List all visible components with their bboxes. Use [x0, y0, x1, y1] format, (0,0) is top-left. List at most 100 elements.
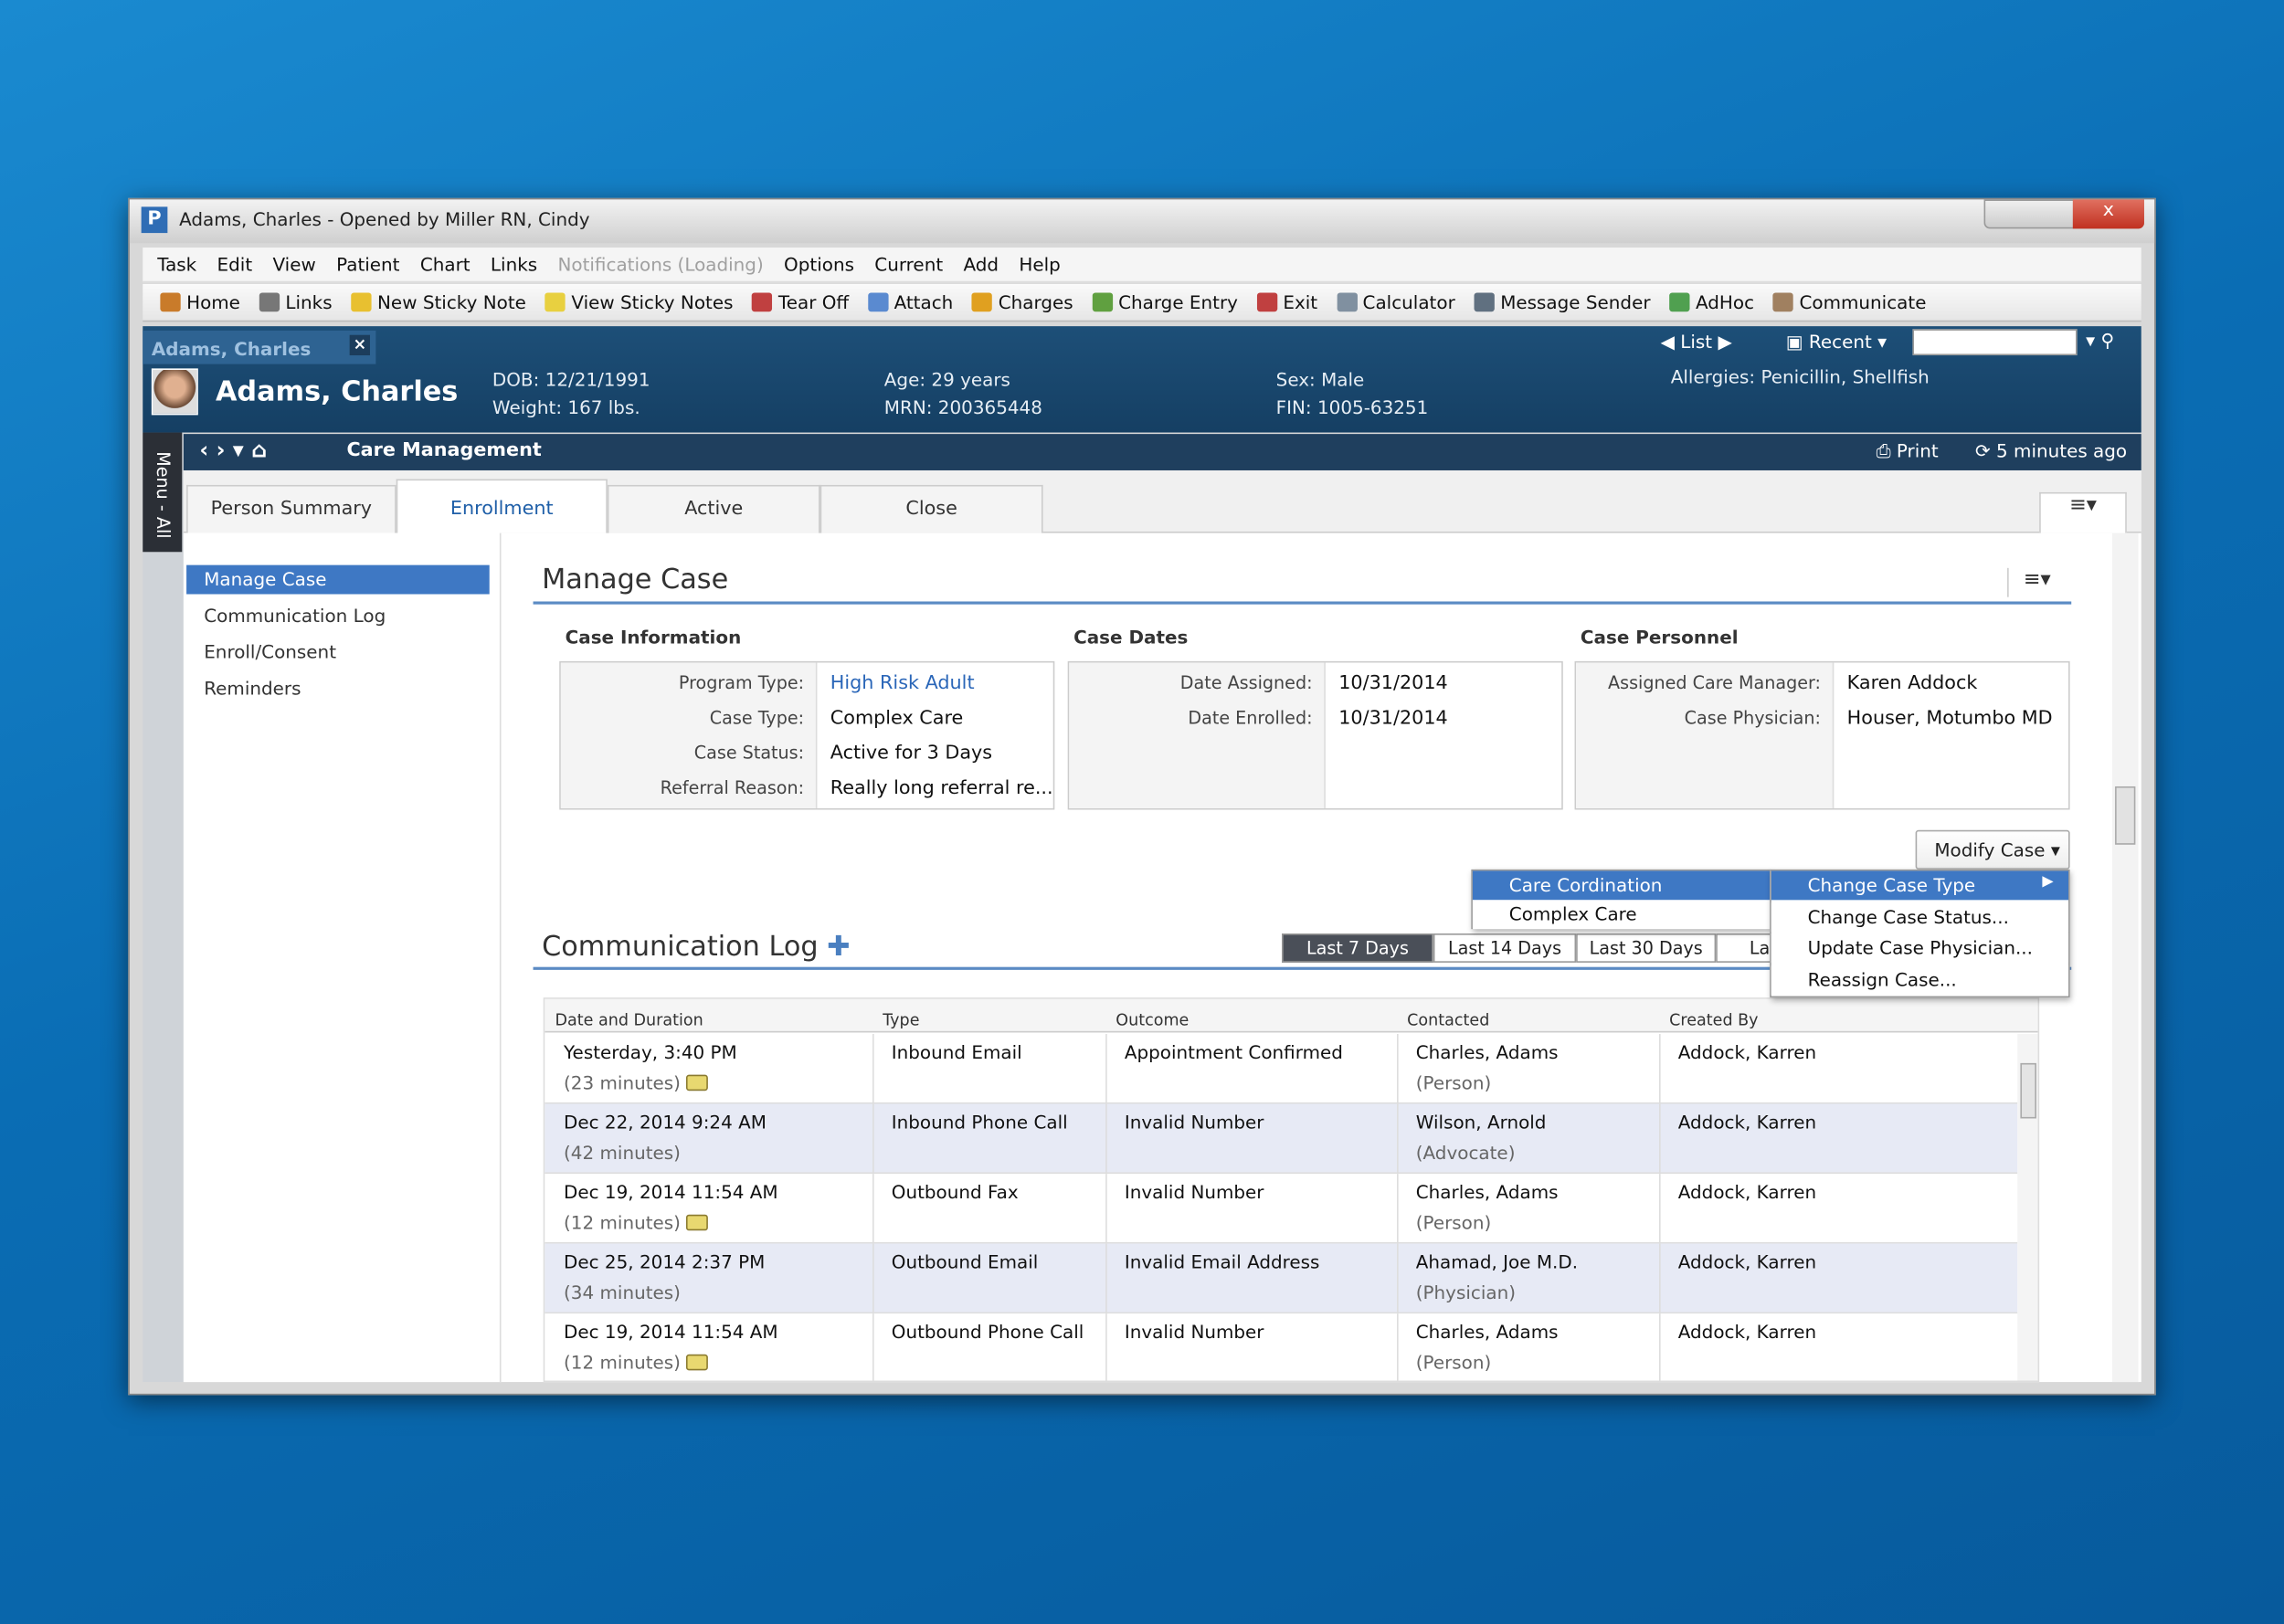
cell-created-by: Addock, Karren — [1677, 1181, 1817, 1203]
dropdown-item[interactable]: Change Case Status... — [1771, 902, 2069, 932]
scrollbar[interactable] — [2111, 533, 2139, 1383]
column-divider — [1105, 1174, 1107, 1244]
toolbar-button[interactable]: Attach — [867, 291, 953, 313]
search-icon[interactable]: ▾ ⚲ — [2086, 329, 2115, 352]
tab[interactable]: Close — [819, 484, 1043, 533]
table-row[interactable] — [545, 1174, 2018, 1244]
menu-item[interactable]: Current — [874, 253, 944, 276]
field-value: 10/31/2014 — [1338, 707, 1448, 730]
toolbar-button[interactable]: New Sticky Note — [351, 291, 526, 313]
menu-item[interactable]: Links — [490, 253, 538, 276]
submenu-item[interactable]: Complex Care — [1472, 900, 1771, 930]
close-button[interactable]: x — [2072, 199, 2144, 229]
sidebar-item[interactable]: Manage Case — [186, 564, 490, 595]
cell-date: Dec 22, 2014 9:24 AM — [564, 1111, 767, 1134]
toolbar-button[interactable]: Tear Off — [752, 291, 849, 313]
field-value: 10/31/2014 — [1338, 672, 1448, 695]
toolbar-button[interactable]: Home — [160, 291, 240, 313]
add-icon[interactable]: ✚ — [827, 930, 851, 963]
toolbar-button[interactable]: Communicate — [1772, 291, 1926, 313]
patient-area — [143, 326, 2141, 433]
cell-outcome: Appointment Confirmed — [1124, 1040, 1343, 1063]
toolbar-button[interactable]: Charges — [972, 291, 1073, 313]
table-row[interactable] — [545, 1243, 2018, 1314]
field-value[interactable]: High Risk Adult — [830, 672, 975, 695]
refresh-status[interactable]: ⟳ 5 minutes ago — [1974, 439, 2128, 462]
column-header[interactable]: Outcome — [1116, 1010, 1190, 1030]
column-divider — [1397, 1174, 1399, 1244]
filter-button[interactable]: Last 7 Days — [1282, 933, 1433, 963]
column-header[interactable]: Contacted — [1407, 1010, 1490, 1030]
table-row[interactable] — [545, 1313, 2018, 1381]
title-bar — [129, 199, 2155, 244]
search-box[interactable] — [1912, 329, 2078, 356]
menu-item[interactable]: View — [272, 253, 316, 276]
menu-item[interactable]: Notifications (Loading) — [557, 253, 764, 276]
patient-name: Adams, Charles — [215, 375, 459, 408]
table-row[interactable] — [545, 1034, 2018, 1104]
cell-role: (Physician) — [1415, 1281, 1517, 1303]
field-label: Date Enrolled: — [1188, 707, 1313, 729]
tab[interactable]: Person Summary — [186, 484, 397, 533]
toolbar-button[interactable]: Message Sender — [1474, 291, 1651, 313]
print-label: Print — [1896, 439, 1939, 462]
column-divider — [1105, 1103, 1107, 1175]
sidebar-item[interactable]: Enroll/Consent — [204, 640, 337, 663]
menu-item[interactable]: Add — [963, 253, 999, 276]
dropdown-item[interactable]: Reassign Case... — [1771, 965, 2069, 995]
section-menu[interactable]: ≡▾ — [2007, 567, 2066, 597]
section-heading: Case Personnel — [1580, 626, 1739, 649]
print-button[interactable]: ⎙ Print — [1876, 439, 1939, 462]
tab-row: Person Summary Enrollment Active Close — [183, 469, 2141, 533]
toolbar-icon — [752, 292, 773, 312]
table-scrollbar[interactable] — [2017, 1034, 2038, 1381]
patient-photo — [151, 368, 198, 416]
page-header — [183, 434, 2141, 470]
side-menu-strip[interactable] — [143, 432, 184, 1383]
tab[interactable]: Active — [607, 484, 820, 533]
sidebar-item[interactable]: Communication Log — [204, 604, 386, 627]
sidebar-item[interactable]: Reminders — [204, 677, 301, 700]
table-scroll-thumb[interactable] — [2020, 1062, 2036, 1119]
filter-button[interactable]: Last 14 Days — [1433, 933, 1577, 963]
dropdown-item[interactable]: Update Case Physician... — [1771, 933, 2069, 963]
comm-log-title-text: Communication Log — [542, 930, 819, 963]
menu-item[interactable]: Patient — [336, 253, 400, 276]
allergies: Allergies: Penicillin, Shellfish — [1670, 365, 1930, 388]
menu-item[interactable]: Edit — [217, 253, 253, 276]
menu-item[interactable]: Chart — [419, 253, 471, 276]
table-row[interactable] — [545, 1103, 2018, 1175]
filter-button[interactable]: Last 30 Days — [1576, 933, 1717, 963]
toolbar-button[interactable]: View Sticky Notes — [545, 291, 734, 313]
dropdown-item[interactable]: Change Case Type — [1771, 870, 2069, 901]
column-divider — [872, 1313, 874, 1381]
cell-created-by: Addock, Karren — [1677, 1250, 1817, 1273]
nav-recent[interactable]: ▣ Recent ▾ — [1785, 330, 1887, 353]
menu-item[interactable]: Task — [157, 253, 197, 276]
nav-list[interactable]: ◀ List ▶ — [1660, 330, 1732, 353]
label-column — [560, 662, 818, 808]
tab-close[interactable]: × — [349, 334, 370, 356]
comm-log-rule — [533, 966, 2072, 970]
side-menu-tab[interactable] — [143, 432, 183, 553]
tab-menu[interactable]: ≡▾ — [2039, 491, 2127, 533]
tab[interactable]: Enrollment — [396, 479, 608, 533]
patient-tab[interactable]: Adams, Charles × — [143, 330, 376, 364]
menu-item[interactable]: Help — [1019, 253, 1061, 276]
scroll-thumb[interactable] — [2115, 786, 2136, 845]
column-header[interactable]: Created By — [1669, 1010, 1759, 1030]
cell-type: Inbound Phone Call — [891, 1111, 1068, 1134]
column-header[interactable]: Date and Duration — [555, 1010, 703, 1030]
toolbar-button[interactable]: Calculator — [1336, 291, 1455, 313]
cell-duration: (12 minutes) — [564, 1351, 681, 1374]
column-header[interactable]: Type — [883, 1010, 920, 1030]
sex: Sex: Male — [1275, 368, 1365, 391]
toolbar-button[interactable]: AdHoc — [1669, 291, 1754, 313]
menu-item[interactable]: Options — [784, 253, 854, 276]
toolbar-button[interactable]: Charge Entry — [1092, 291, 1238, 313]
modify-case-button[interactable]: Modify Case ▾ — [1915, 829, 2070, 870]
toolbar-button[interactable]: Exit — [1256, 291, 1317, 313]
history-nav[interactable]: ‹ › ▾ ⌂ — [199, 437, 268, 464]
submenu-item[interactable]: Care Cordination — [1472, 870, 1771, 901]
toolbar-button[interactable]: Links — [259, 291, 333, 313]
